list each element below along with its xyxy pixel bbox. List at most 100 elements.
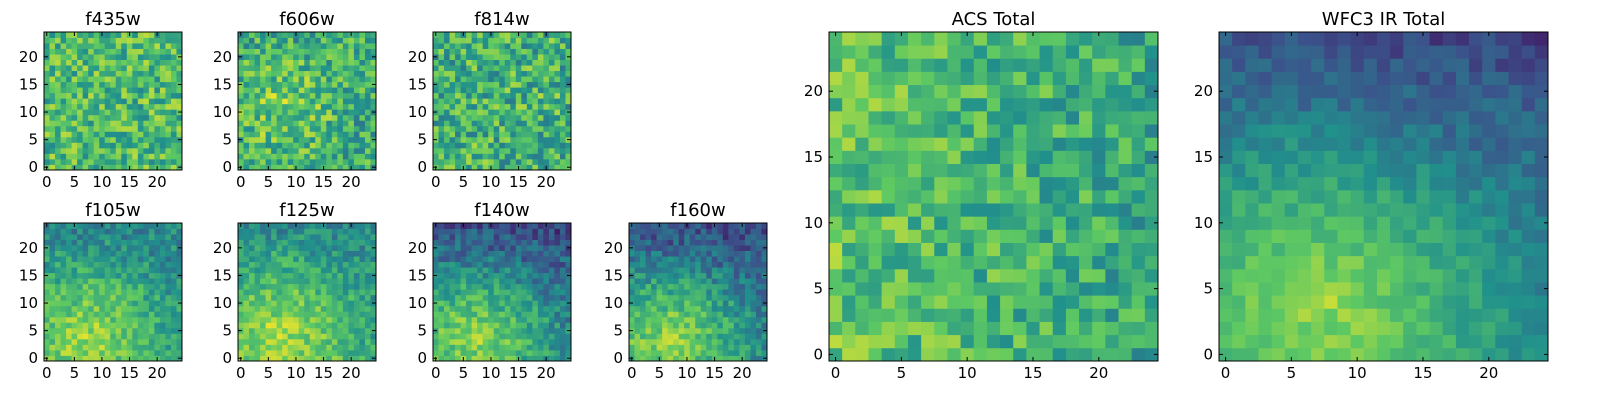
heatmap-cell: [1131, 334, 1146, 349]
heatmap-cell: [477, 32, 484, 38]
heatmap-cell: [49, 300, 56, 307]
heatmap-cell: [471, 48, 478, 55]
heatmap-cell: [947, 282, 961, 296]
heatmap-cell: [662, 355, 669, 362]
heatmap-cell: [640, 250, 646, 257]
heatmap-cell: [353, 294, 360, 301]
heatmap-cell: [49, 32, 56, 38]
heatmap-cell: [1105, 203, 1119, 217]
heatmap-cell: [93, 59, 100, 66]
heatmap-cell: [77, 305, 84, 312]
heatmap-cell: [370, 59, 377, 66]
heatmap-cell: [559, 294, 566, 301]
heatmap-cell: [99, 338, 106, 345]
heatmap-cell: [460, 87, 467, 94]
heatmap-cell: [82, 59, 89, 66]
heatmap-cell: [293, 43, 300, 49]
heatmap-cell: [110, 294, 117, 301]
heatmap-cell: [482, 250, 489, 257]
heatmap-cell: [521, 142, 528, 149]
heatmap-cell: [548, 278, 555, 285]
heatmap-cell: [477, 223, 484, 229]
heatmap-cell: [370, 43, 377, 49]
heatmap-cell: [287, 234, 294, 240]
heatmap-cell: [744, 300, 751, 307]
heatmap-cell: [499, 103, 506, 110]
heatmap-cell: [645, 338, 652, 345]
heatmap-cell: [881, 163, 896, 178]
heatmap-cell: [276, 131, 283, 138]
heatmap-cell: [543, 114, 550, 121]
heatmap-cell: [99, 250, 106, 257]
heatmap-cell: [359, 267, 366, 274]
heatmap-cell: [739, 349, 746, 356]
heatmap-cell: [761, 289, 768, 296]
heatmap-cell: [110, 70, 117, 77]
heatmap-cell: [353, 327, 360, 334]
heatmap-cell: [276, 153, 283, 160]
heatmap-cell: [287, 311, 294, 318]
heatmap-cell: [947, 255, 961, 270]
heatmap-cell: [137, 109, 144, 116]
heatmap-cell: [143, 322, 150, 329]
heatmap-cell: [364, 81, 371, 88]
heatmap-cell: [755, 267, 762, 274]
heatmap-cell: [477, 300, 484, 307]
heatmap-cell: [132, 76, 139, 83]
heatmap-cell: [673, 256, 680, 263]
heatmap-cell: [438, 103, 445, 110]
heatmap-cell: [115, 158, 122, 165]
heatmap-cell: [49, 120, 56, 127]
heatmap-cell: [126, 228, 133, 235]
heatmap-cell: [554, 32, 561, 38]
heatmap-cell: [143, 43, 150, 49]
heatmap-cell: [986, 242, 1001, 257]
heatmap-cell: [722, 250, 729, 257]
heatmap-cell: [104, 256, 111, 263]
heatmap-cell: [521, 81, 528, 88]
heatmap-cell: [165, 76, 172, 83]
heatmap-cell: [265, 294, 272, 301]
heatmap-cell: [1144, 176, 1159, 191]
heatmap-cell: [326, 316, 333, 323]
heatmap-cell: [438, 37, 445, 44]
heatmap-cell: [444, 322, 450, 329]
heatmap-cell: [260, 158, 266, 165]
heatmap-cell: [881, 268, 896, 283]
heatmap-cell: [1079, 268, 1093, 283]
heatmap-cell: [565, 147, 572, 154]
heatmap-cell: [504, 283, 511, 290]
heatmap-cell: [88, 81, 95, 88]
heatmap-cell: [455, 311, 461, 318]
heatmap-cell: [532, 43, 539, 49]
heatmap-cell: [315, 261, 322, 268]
heatmap-cell: [304, 48, 311, 55]
heatmap-cell: [493, 250, 500, 257]
heatmap-cell: [320, 131, 327, 138]
heatmap-cell: [304, 158, 311, 165]
heatmap-cell: [471, 305, 478, 312]
heatmap-cell: [493, 32, 500, 38]
heatmap-cell: [499, 327, 506, 334]
heatmap-cell: [504, 125, 511, 132]
heatmap-cell: [438, 278, 445, 285]
heatmap-cell: [254, 228, 261, 235]
heatmap-cell: [986, 268, 1001, 283]
heatmap-cell: [309, 43, 316, 49]
heatmap-cell: [348, 239, 355, 246]
heatmap-cell: [66, 289, 72, 296]
heatmap-cell: [353, 333, 360, 340]
heatmap-cell: [143, 278, 150, 285]
heatmap-cell: [689, 355, 696, 362]
heatmap-cell: [532, 311, 539, 318]
heatmap-cell: [532, 125, 539, 132]
heatmap-cell: [126, 322, 133, 329]
heatmap-cell: [309, 327, 316, 334]
heatmap-cell: [243, 48, 250, 55]
heatmap-cell: [104, 278, 111, 285]
heatmap-cell: [673, 272, 680, 279]
heatmap-cell: [49, 65, 56, 72]
heatmap-cell: [515, 142, 522, 149]
heatmap-cell: [532, 103, 539, 110]
heatmap-cell: [276, 228, 283, 235]
